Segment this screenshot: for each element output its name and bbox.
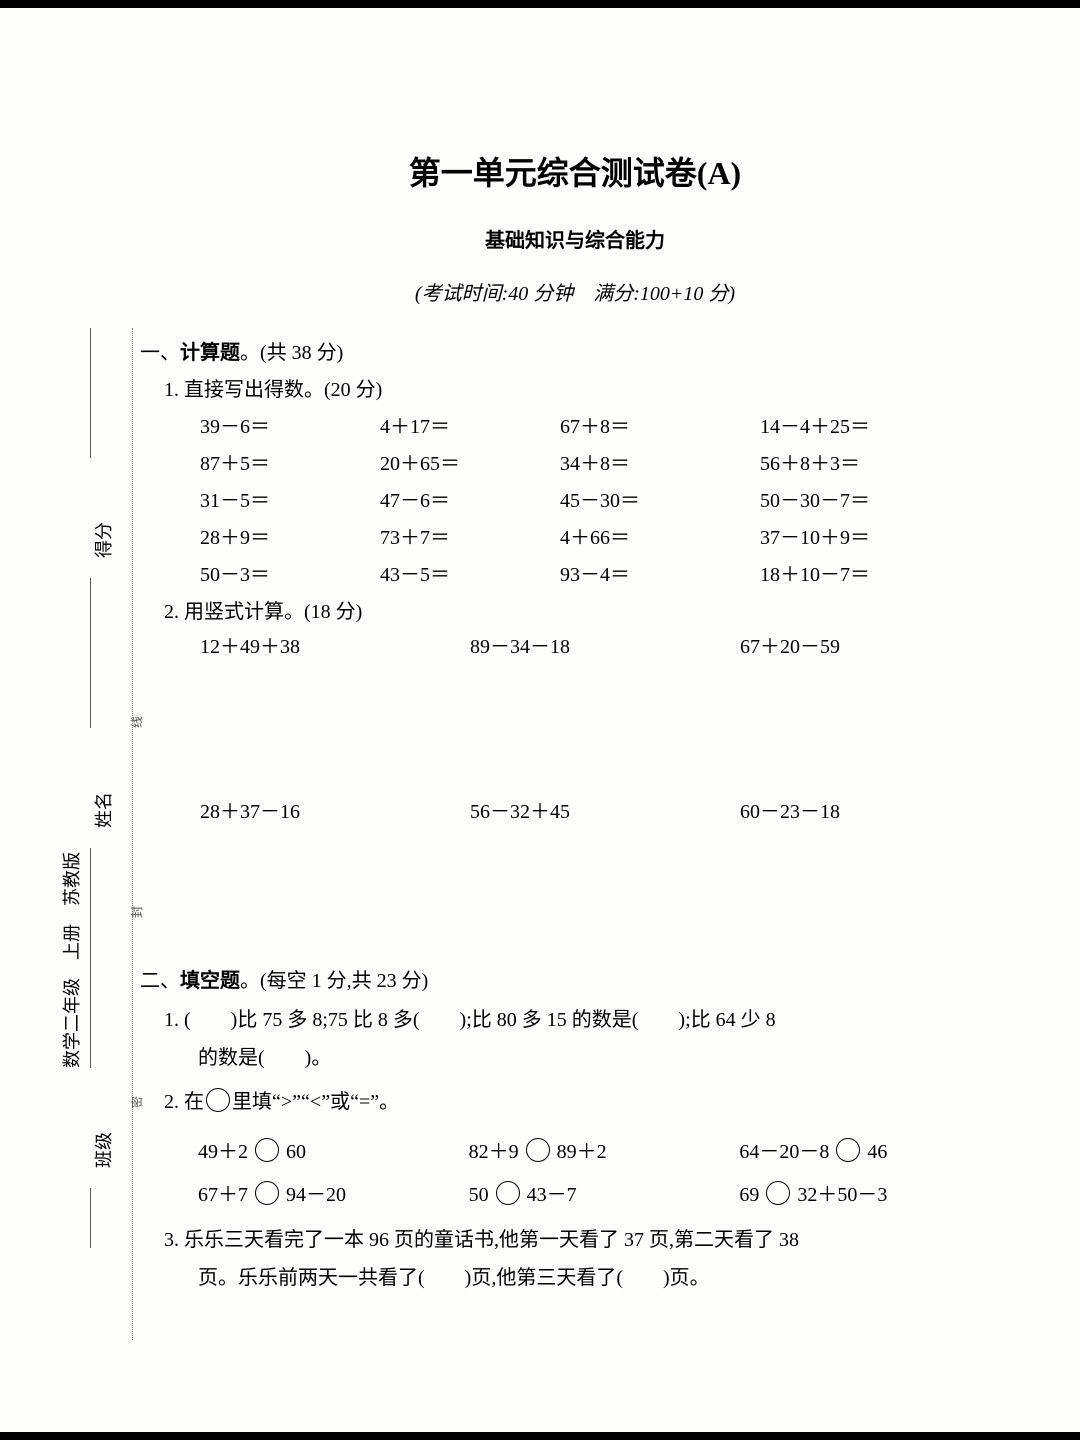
page-title: 第一单元综合测试卷(A)	[140, 148, 1010, 194]
s2-q1-line1: 1. ( )比 75 多 8;75 比 8 多( );比 80 多 15 的数是…	[164, 1009, 776, 1031]
cmp-l: 50	[469, 1184, 489, 1206]
cell: 18＋10－7＝	[760, 558, 980, 587]
seal-char-1: 密	[128, 1096, 145, 1108]
circle-icon	[766, 1181, 790, 1205]
cell: 93－4＝	[560, 558, 760, 587]
binding-margin: 密 封 线 数学二年级 上册 苏教版 得分 姓名 班级	[46, 328, 136, 1340]
cell: 31－5＝	[200, 484, 380, 513]
cell: 73＋7＝	[380, 521, 560, 550]
cell: 50－30－7＝	[760, 484, 980, 513]
cell: 87＋5＝	[200, 447, 380, 476]
cell: 28＋9＝	[200, 521, 380, 550]
page-subtitle: 基础知识与综合能力	[140, 224, 1010, 253]
s2-q2-pre: 2. 在	[164, 1091, 204, 1113]
s1-q2-row2: 28＋37－16 56－32＋45 60－23－18	[200, 795, 1010, 824]
circle-icon	[255, 1181, 279, 1205]
s2-pre: 二、	[140, 970, 180, 992]
s1-post: 。(共 38 分)	[240, 342, 343, 364]
cell: 67＋8＝	[560, 410, 760, 439]
s2-q1: 1. ( )比 75 多 8;75 比 8 多( );比 80 多 15 的数是…	[164, 1001, 1010, 1077]
subject-vertical: 数学二年级 上册 苏教版	[58, 852, 84, 1068]
cmp-l: 82＋9	[469, 1141, 519, 1163]
exam-page: 密 封 线 数学二年级 上册 苏教版 得分 姓名 班级 第一单元综合测试卷(A)…	[0, 0, 1080, 1440]
vexpr: 12＋49＋38	[200, 630, 470, 659]
cmp-item: 67＋7 94－20	[198, 1178, 469, 1207]
s1-q1-grid: 39－6＝4＋17＝67＋8＝14－4＋25＝ 87＋5＝20＋65＝34＋8＝…	[200, 410, 1010, 587]
cmp-r: 89＋2	[557, 1141, 607, 1163]
cmp-r: 32＋50－3	[797, 1184, 887, 1206]
vexpr: 89－34－18	[470, 630, 740, 659]
cmp-r: 94－20	[286, 1184, 346, 1206]
cmp-r: 43－7	[527, 1184, 577, 1206]
cell: 50－3＝	[200, 558, 380, 587]
s1-pre: 一、	[140, 342, 180, 364]
vexpr: 28＋37－16	[200, 795, 470, 824]
circle-icon	[496, 1181, 520, 1205]
seal-char-2: 封	[128, 906, 145, 918]
cmp-item: 69 32＋50－3	[739, 1178, 1010, 1207]
cell: 34＋8＝	[560, 447, 760, 476]
s2-post: 。(每空 1 分,共 23 分)	[240, 970, 428, 992]
work-space-2	[140, 824, 1010, 954]
cmp-l: 49＋2	[198, 1141, 248, 1163]
cmp-l: 64－20－8	[739, 1141, 829, 1163]
exam-meta: (考试时间:40 分钟 满分:100+10 分)	[140, 277, 1010, 306]
s2-q2-row2: 67＋7 94－20 50 43－7 69 32＋50－3	[198, 1178, 1010, 1207]
cell: 56＋8＋3＝	[760, 447, 980, 476]
s2-bold: 填空题	[180, 970, 240, 992]
name-label: 姓名	[90, 792, 116, 828]
s2-q2: 2. 在 里填“>”“<”或“=”。	[164, 1083, 1010, 1121]
section-1-head: 一、计算题。(共 38 分)	[140, 336, 1010, 365]
cell: 37－10＋9＝	[760, 521, 980, 550]
s1-q2-row1: 12＋49＋38 89－34－18 67＋20－59	[200, 630, 1010, 659]
s2-q1-line2: 的数是( )。	[198, 1039, 1010, 1077]
cell: 4＋17＝	[380, 410, 560, 439]
vexpr: 67＋20－59	[740, 630, 1010, 659]
s2-q2-post: 里填“>”“<”或“=”。	[232, 1091, 399, 1113]
bottom-border	[0, 1432, 1080, 1440]
cell: 47－6＝	[380, 484, 560, 513]
s1-bold: 计算题	[180, 342, 240, 364]
s1-q1: 1. 直接写出得数。(20 分)	[164, 373, 1010, 402]
cell: 4＋66＝	[560, 521, 760, 550]
s2-q3-line1: 3. 乐乐三天看完了一本 96 页的童话书,他第一天看了 37 页,第二天看了 …	[164, 1229, 799, 1251]
class-label: 班级	[90, 1132, 116, 1168]
cmp-item: 64－20－8 46	[739, 1135, 1010, 1164]
circle-icon	[206, 1088, 230, 1112]
work-space-1	[140, 659, 1010, 789]
circle-icon	[255, 1138, 279, 1162]
cell: 39－6＝	[200, 410, 380, 439]
cell: 45－30＝	[560, 484, 760, 513]
cell: 20＋65＝	[380, 447, 560, 476]
circle-icon	[526, 1138, 550, 1162]
cmp-r: 60	[286, 1141, 306, 1163]
cell: 43－5＝	[380, 558, 560, 587]
cmp-item: 49＋2 60	[198, 1135, 469, 1164]
seal-char-3: 线	[128, 716, 145, 728]
vexpr: 60－23－18	[740, 795, 1010, 824]
vexpr: 56－32＋45	[470, 795, 740, 824]
cmp-r: 46	[867, 1141, 887, 1163]
circle-icon	[836, 1138, 860, 1162]
s2-q3-line2: 页。乐乐前两天一共看了( )页,他第三天看了( )页。	[198, 1259, 1010, 1297]
s1-q2: 2. 用竖式计算。(18 分)	[164, 595, 1010, 624]
cmp-item: 82＋9 89＋2	[469, 1135, 740, 1164]
s2-q3: 3. 乐乐三天看完了一本 96 页的童话书,他第一天看了 37 页,第二天看了 …	[164, 1221, 1010, 1297]
cell: 14－4＋25＝	[760, 410, 980, 439]
score-label: 得分	[90, 522, 116, 558]
cmp-item: 50 43－7	[469, 1178, 740, 1207]
cmp-l: 67＋7	[198, 1184, 248, 1206]
cmp-l: 69	[739, 1184, 759, 1206]
section-2-head: 二、填空题。(每空 1 分,共 23 分)	[140, 964, 1010, 993]
s2-q2-row1: 49＋2 60 82＋9 89＋2 64－20－8 46	[198, 1135, 1010, 1164]
